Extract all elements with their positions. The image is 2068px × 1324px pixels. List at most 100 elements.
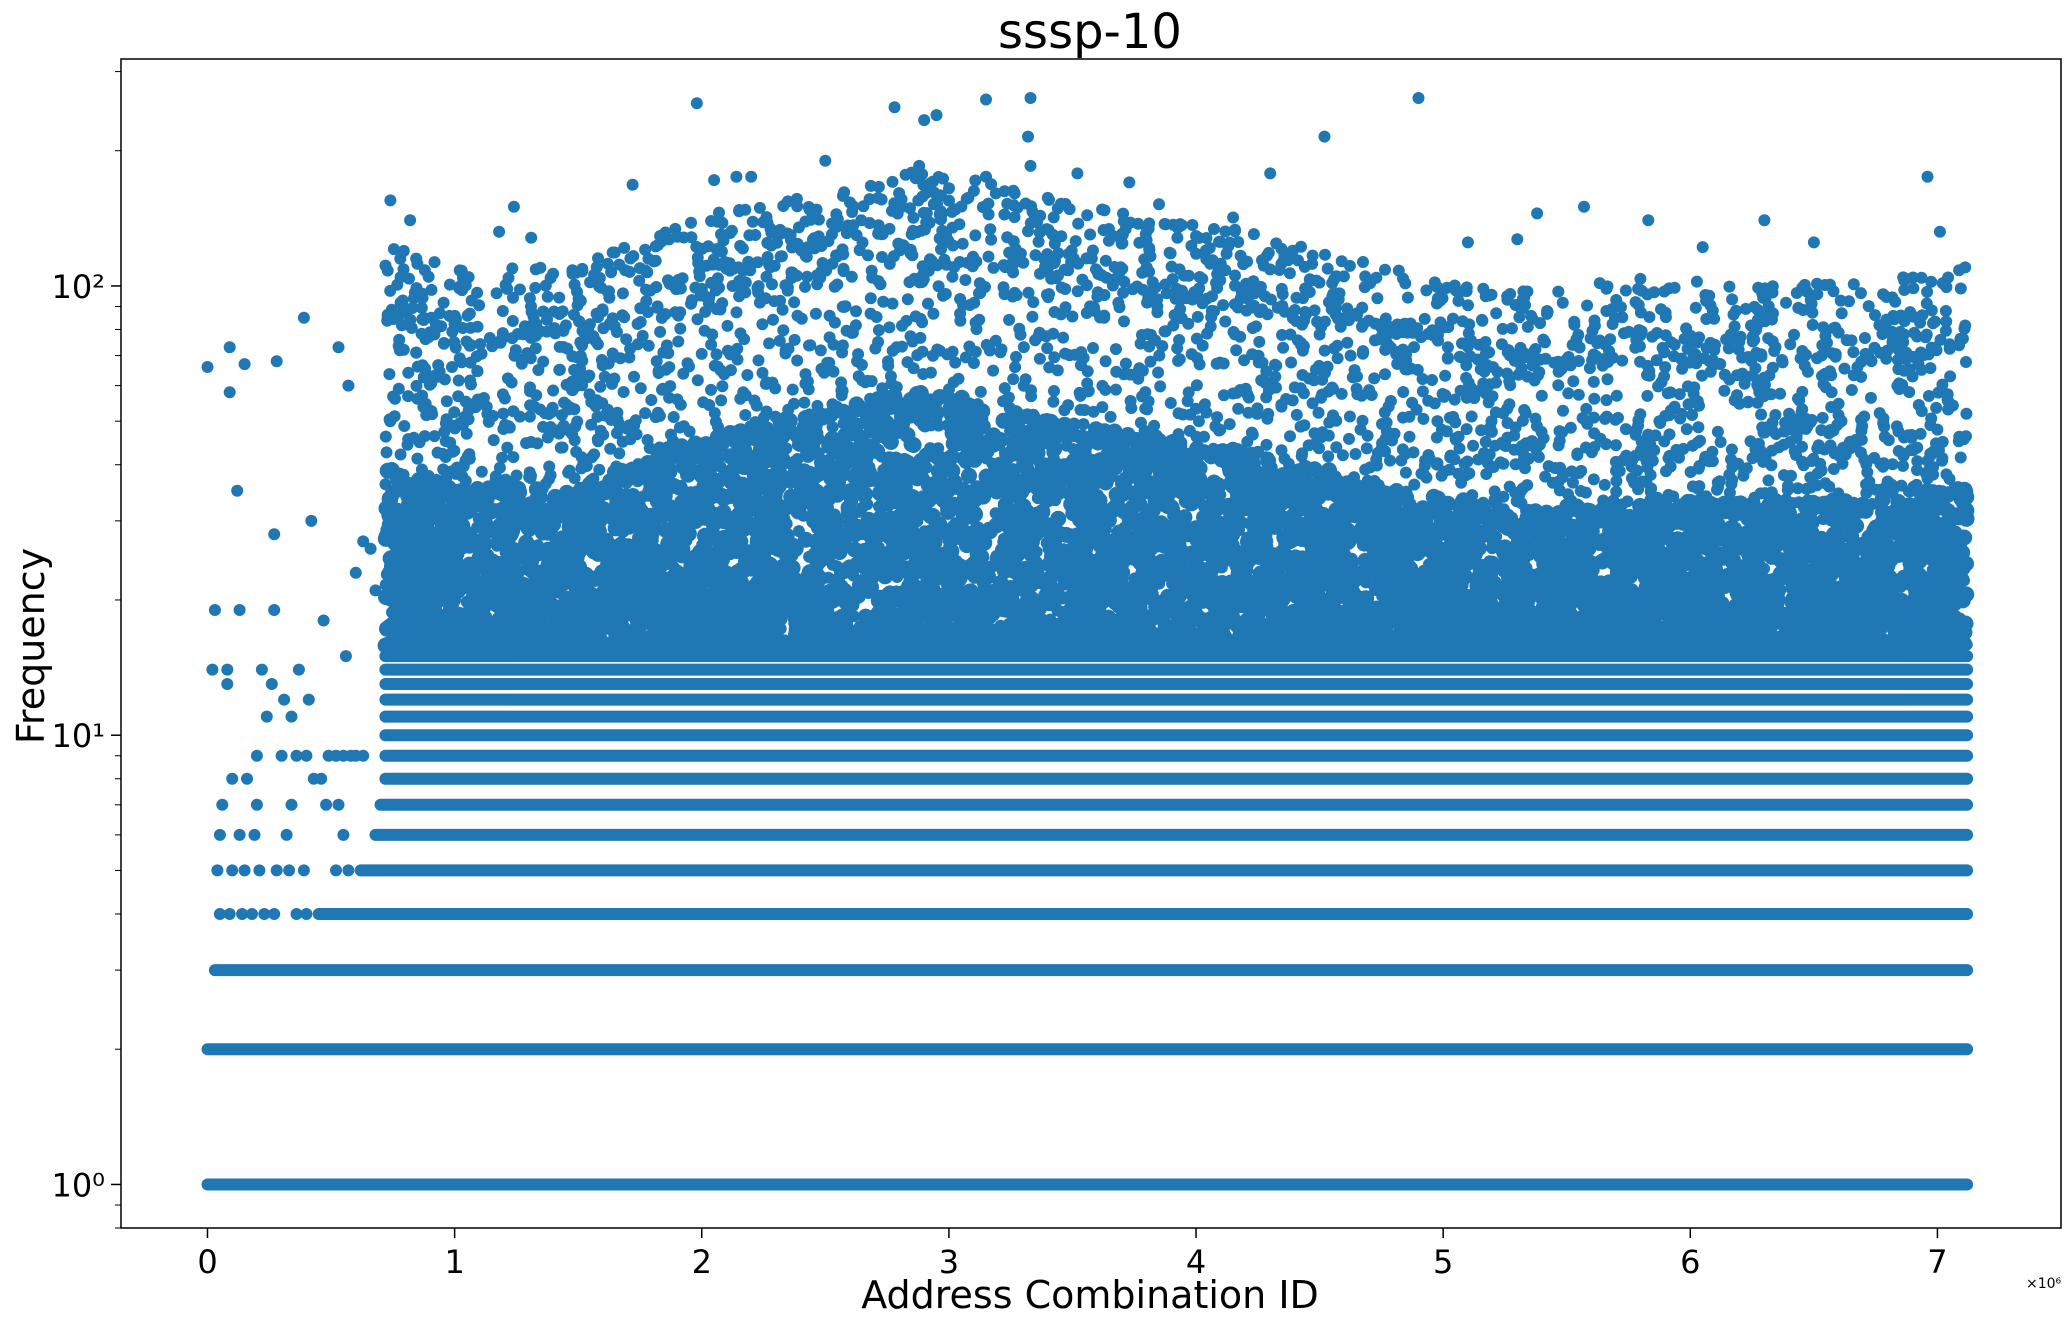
data-point [1731,389,1743,402]
data-point [1182,386,1195,399]
data-point [1868,451,1881,464]
data-point [1777,469,1790,482]
data-point [1788,328,1800,341]
data-point [1331,352,1344,365]
data-point [1253,335,1266,348]
data-point [1098,311,1111,324]
data-point [798,396,811,409]
data-point [763,337,776,350]
data-point [973,277,986,290]
data-point [672,335,685,348]
data-point [1436,388,1449,400]
data-point [1190,379,1203,392]
data-point [1752,437,1765,450]
data-point [397,343,410,356]
data-point [1860,458,1873,471]
data-point [1327,409,1339,422]
data-point [1022,286,1035,299]
data-point [970,323,983,336]
data-point [987,364,1000,377]
data-point [1588,392,1601,405]
data-point [831,278,844,291]
data-point [896,319,908,332]
data-point [1151,306,1164,319]
data-point [952,372,965,385]
data-point [483,332,496,344]
data-point [1572,388,1585,401]
data-point [1609,455,1622,468]
data-point [1827,463,1840,475]
data-point [748,394,761,407]
data-point [1099,355,1112,368]
data-point [1173,353,1186,366]
data-point [1680,423,1693,436]
data-point [1439,369,1452,382]
data-point [1033,352,1046,365]
data-point [803,339,815,352]
data-point [927,307,940,320]
data-point [1878,430,1891,443]
data-point [528,400,541,413]
data-point [1567,375,1580,388]
data-point [949,356,962,369]
data-point [1255,374,1268,387]
data-point [411,452,424,465]
data-point [776,303,789,316]
data-point [1351,370,1363,383]
data-point [791,309,804,322]
data-point [954,314,967,327]
data-point [1613,465,1626,477]
data-point [431,370,444,383]
data-point [431,446,444,459]
data-point [1646,330,1659,343]
data-point [1609,439,1622,452]
data-point [1930,401,1943,414]
data-point [1141,328,1154,341]
data-point [555,409,568,422]
data-point [1217,389,1230,402]
data-point [1892,425,1905,438]
data-point [1349,448,1362,460]
data-point [760,376,773,389]
data-point [1087,342,1099,354]
chart-title: sssp-10 [998,4,1182,60]
data-point [1343,432,1355,445]
data-point [1847,346,1860,359]
data-point [674,322,687,335]
data-point [809,307,822,320]
data-point [645,394,658,406]
data-point [1825,386,1838,399]
data-point [980,338,993,351]
data-point [1113,301,1126,314]
data-point [768,295,781,308]
data-point [507,451,520,464]
data-point [916,345,929,358]
data-point [827,365,840,378]
data-point [1914,427,1927,440]
data-point [1610,475,1623,488]
data-point [715,394,728,407]
data-point [883,321,896,334]
data-point [432,359,445,372]
data-point [1581,417,1594,430]
data-point [1817,378,1830,391]
data-point [1062,399,1075,412]
data-point [1285,356,1298,369]
data-point [1711,425,1724,438]
data-point [1294,420,1307,433]
data-point [1047,327,1060,340]
data-point [545,406,558,419]
data-point [1153,349,1166,362]
data-point [1815,464,1828,477]
data-point [1041,342,1054,355]
data-point [872,336,885,348]
data-point [554,441,567,454]
data-point [788,333,801,346]
data-point [1081,365,1094,378]
data-point [1154,380,1167,393]
data-point [886,344,899,357]
data-point [1571,447,1584,460]
data-point [568,434,581,447]
data-point [1791,482,1804,495]
